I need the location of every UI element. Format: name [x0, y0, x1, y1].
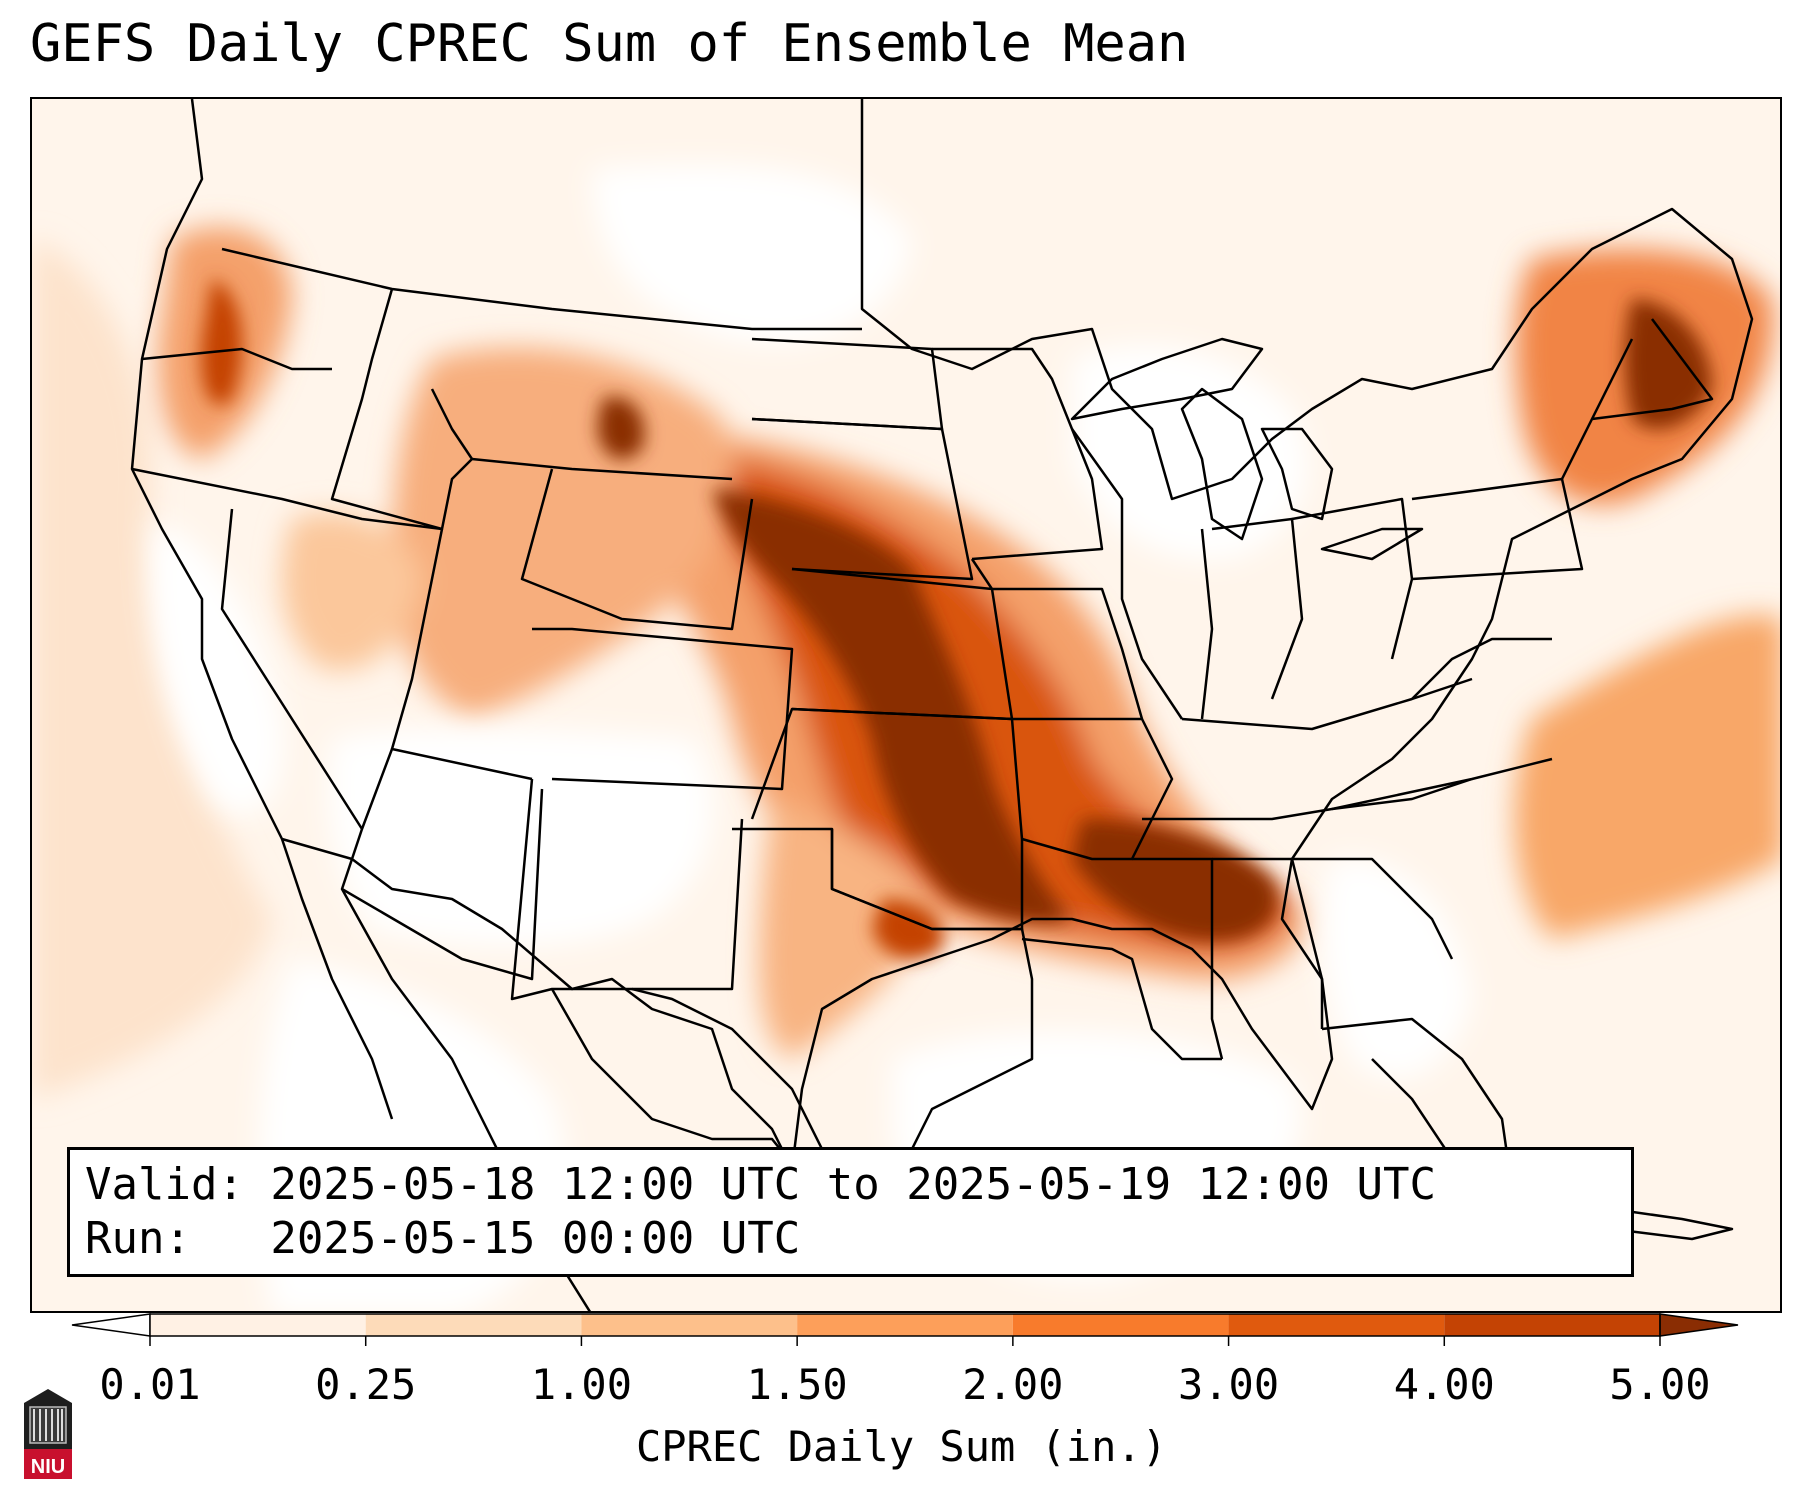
colorbar-tick-label: 1.50: [746, 1360, 848, 1409]
ga-sc: [1292, 857, 1454, 960]
valid-time-text: Valid: 2025-05-18 12:00 UTC to 2025-05-1…: [85, 1159, 1437, 1210]
mt-wy: [471, 457, 733, 481]
dry-great-lakes: [1072, 345, 1309, 561]
az: [340, 748, 544, 981]
colorbar-tick-label: 1.00: [530, 1360, 632, 1409]
dry-north-plains: [592, 164, 912, 345]
precip-rockies: [392, 347, 733, 719]
wa-or: [141, 347, 332, 371]
ar-la: [1021, 937, 1222, 1061]
colorbar-over-arrow: [1659, 1313, 1739, 1337]
al-ga: [1212, 857, 1324, 1029]
colorbar-tick-label: 2.00: [962, 1360, 1064, 1409]
sd-ne: [751, 417, 974, 581]
new-england: [1591, 318, 1714, 421]
precip-shading: [32, 99, 1780, 1311]
precip-max-wyoming: [597, 397, 645, 460]
colorbar-segment: [1012, 1314, 1229, 1336]
or-ca-nv: [131, 467, 443, 531]
precip-texas: [758, 799, 932, 1059]
baja: [280, 838, 394, 1120]
map-canvas: [32, 99, 1780, 1311]
lake-erie: [1320, 527, 1424, 561]
colorbar-segment: [150, 1314, 366, 1336]
ky-tn: [1181, 677, 1473, 731]
ut: [390, 528, 533, 781]
colorbar-segment: [1444, 1314, 1660, 1336]
colorbar: 0.01 0.25 1.00 1.50 2.00 3.00 4.00 5.00 CPREC D…: [0, 1310, 1803, 1500]
colorbar-segment: [797, 1314, 1013, 1336]
colorbar-outline: [149, 1313, 1661, 1337]
colorbar-under-arrow: [71, 1313, 151, 1337]
canada-border-west: [221, 247, 862, 331]
precip-max-southeast: [1072, 819, 1278, 941]
in-oh: [1211, 517, 1304, 700]
logo-text: NIU: [31, 1456, 65, 1478]
tx: [631, 827, 1034, 1201]
il-in: [1200, 528, 1214, 720]
valid-run-info-box: Valid: 2025-05-18 12:00 UTC to 2025-05-1…: [67, 1147, 1634, 1277]
precipitation-map: [30, 97, 1782, 1313]
precip-pacific: [32, 239, 272, 1099]
precip-basin: [282, 512, 422, 671]
us-outline: [130, 99, 1754, 1171]
colorbar-graphic: [71, 1313, 1739, 1346]
ia-mo: [970, 558, 1144, 720]
nv-ca: [220, 508, 364, 830]
colorbar-label: CPREC Daily Sum (in.): [635, 1422, 1167, 1471]
colorbar-tick-label: 3.00: [1177, 1360, 1280, 1409]
wy-box: [520, 468, 754, 631]
colorbar-tick-label: 0.25: [315, 1360, 417, 1409]
ny-ne: [1560, 338, 1634, 480]
precip-atlantic: [1514, 615, 1780, 939]
lake-superior: [1070, 337, 1264, 421]
colorbar-segment: [581, 1314, 798, 1336]
chart-title: GEFS Daily CPREC Sum of Ensemble Mean: [30, 14, 1189, 74]
pa-ny: [1411, 477, 1584, 581]
wi-il: [1070, 428, 1184, 720]
colorbar-tick-label: 4.00: [1393, 1360, 1495, 1409]
colorbar-tick-label: 5.00: [1609, 1360, 1711, 1409]
niu-logo: NIU: [24, 1389, 72, 1479]
dry-california: [149, 519, 284, 815]
colorbar-tick-label: 0.01: [99, 1360, 201, 1409]
co: [532, 627, 794, 791]
precip-max-texas: [872, 899, 944, 960]
colorbar-segment: [365, 1314, 582, 1336]
va-md: [1411, 637, 1552, 700]
run-time-text: Run: 2025-05-15 00:00 UTC: [85, 1213, 801, 1264]
precip-max-oregon: [201, 279, 243, 406]
precip-max-plains: [712, 489, 1072, 923]
state-boundaries: [130, 99, 1754, 1311]
colorbar-segment: [1228, 1314, 1445, 1336]
nm: [510, 778, 744, 1001]
nc-va: [1331, 757, 1553, 811]
ms-al: [1132, 857, 1224, 1060]
precip-max-ne: [1624, 299, 1712, 429]
lake-huron: [1260, 427, 1334, 521]
